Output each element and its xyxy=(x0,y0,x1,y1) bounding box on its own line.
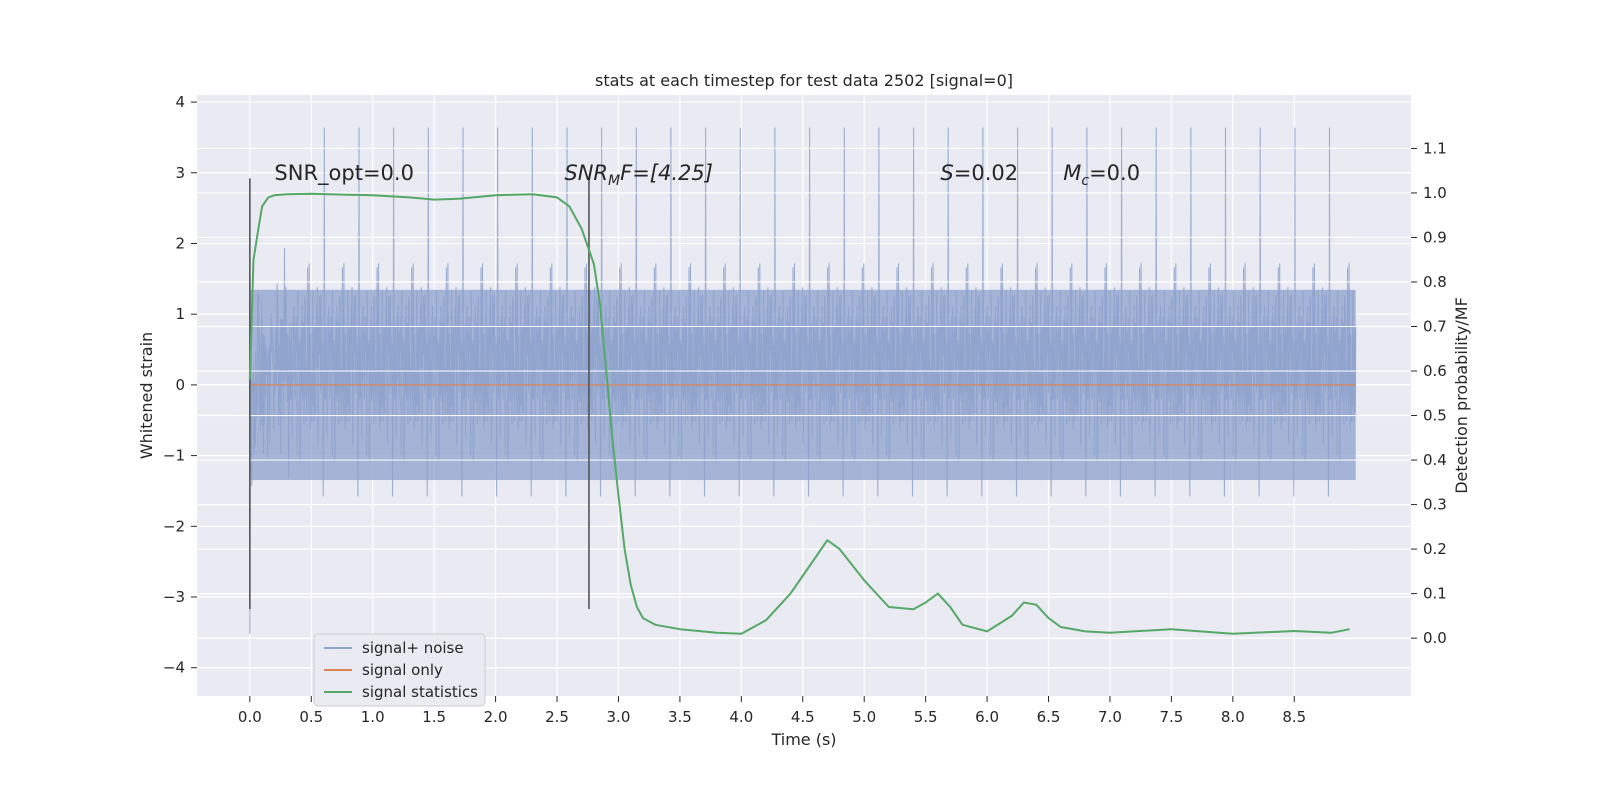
legend-box xyxy=(313,633,486,707)
x-tick-label: 0.0 xyxy=(238,708,262,726)
annotation-rest: F=[4.25] xyxy=(620,161,713,185)
x-tick-label: 3.0 xyxy=(607,708,631,726)
x-tick-label: 2.0 xyxy=(484,708,508,726)
y-tick-label: 0 xyxy=(175,376,185,394)
y2-tick-label: 0.1 xyxy=(1423,585,1447,603)
annotation-subscript: c xyxy=(1081,173,1089,189)
annotation-base: M xyxy=(1063,161,1081,185)
x-tick-label: 7.0 xyxy=(1098,708,1122,726)
x-tick-label: 4.0 xyxy=(729,708,753,726)
annotation-snr-opt: SNR_opt=0.0 xyxy=(274,161,414,186)
x-tick-label: 0.5 xyxy=(299,708,323,726)
annotation-rest: =0.02 xyxy=(954,161,1018,185)
y2-tick-label: 0.9 xyxy=(1423,228,1447,246)
y2-tick-label: 0.0 xyxy=(1423,629,1447,647)
annotation-base: SNR xyxy=(564,161,608,185)
chart-title: stats at each timestep for test data 250… xyxy=(595,71,1013,90)
x-tick-label: 6.0 xyxy=(975,708,999,726)
x-tick-label: 1.5 xyxy=(422,708,446,726)
axes: 0.0 0.5 1.0 1.5 2.0 2.5 3.0 3.5 4.0 4.5 5.0 5.5 6.0 6… xyxy=(163,93,1447,726)
y2-tick-label: 0.2 xyxy=(1423,540,1447,558)
annotation-rest: =0.0 xyxy=(1089,161,1140,185)
annotation-mc-value: Mc=0.0 xyxy=(1063,161,1140,189)
x-tick-label: 5.0 xyxy=(852,708,876,726)
x-tick-label: 4.5 xyxy=(791,708,815,726)
y2-tick-label: 0.8 xyxy=(1423,273,1447,291)
y2-tick-label: 1.0 xyxy=(1423,184,1447,202)
legend-entry: signal+ noise xyxy=(362,639,464,657)
annotations: SNR_opt=0.0 SNRMF=[4.25] S=0.02 Mc=0.0 xyxy=(274,161,1140,189)
legend-entry: signal statistics xyxy=(362,683,478,701)
lines xyxy=(248,178,1356,635)
y2-axis-label: Detection probability/MF xyxy=(1452,297,1471,494)
y-tick-label: 3 xyxy=(175,164,185,182)
x-tick-label: 3.5 xyxy=(668,708,692,726)
x-tick-label: 7.5 xyxy=(1159,708,1183,726)
y2-tick-label: 1.1 xyxy=(1423,139,1447,157)
y-tick-label: −3 xyxy=(163,588,185,606)
y2-tick-label: 0.3 xyxy=(1423,496,1447,514)
x-tick-label: 2.5 xyxy=(545,708,569,726)
y2-tick-label: 0.7 xyxy=(1423,317,1447,335)
x-tick-label: 8.5 xyxy=(1282,708,1306,726)
x-tick-label: 6.5 xyxy=(1037,708,1061,726)
y-axis-label: Whitened strain xyxy=(137,332,156,459)
series-signal-statistics-line xyxy=(248,192,1350,635)
annotation-s-value: S=0.02 xyxy=(940,161,1018,185)
x-tick-label: 5.5 xyxy=(914,708,938,726)
x-tick-label: 1.0 xyxy=(361,708,385,726)
x-tick-label: 8.0 xyxy=(1221,708,1245,726)
y-tick-label: −4 xyxy=(163,659,185,677)
annotation-snr-mf: SNRMF=[4.25] xyxy=(564,161,713,189)
y-tick-label: −1 xyxy=(163,447,185,465)
legend-entry: signal only xyxy=(362,661,443,679)
y2-tick-label: 0.4 xyxy=(1423,451,1447,469)
y-tick-label: 2 xyxy=(175,234,185,252)
annotation-subscript: M xyxy=(608,173,620,189)
y-tick-label: 1 xyxy=(175,305,185,323)
legend: signal+ noise signal only signal statistic… xyxy=(313,633,486,707)
y2-tick-label: 0.6 xyxy=(1423,362,1447,380)
annotation-base: S xyxy=(940,161,953,185)
y-tick-label: 4 xyxy=(175,93,185,111)
y2-tick-label: 0.5 xyxy=(1423,407,1447,425)
y-tick-label: −2 xyxy=(163,517,185,535)
x-axis-label: Time (s) xyxy=(770,730,836,749)
